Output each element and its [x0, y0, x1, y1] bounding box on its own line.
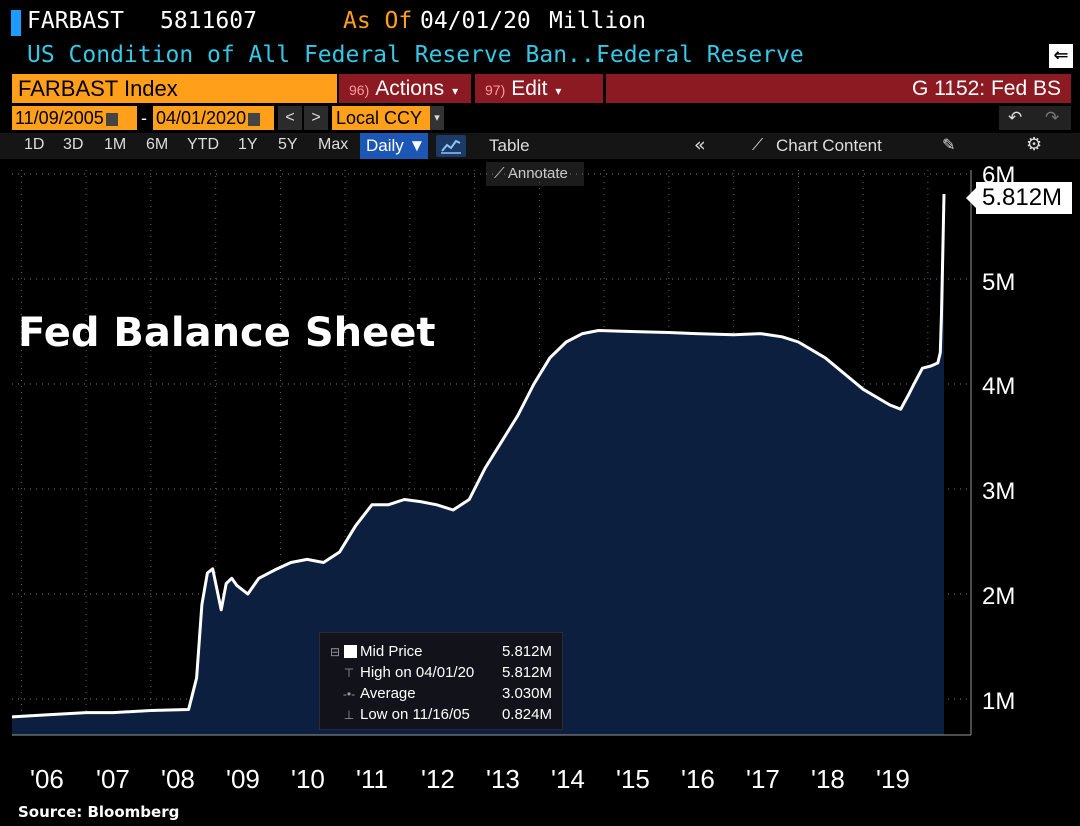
- line-chart-icon[interactable]: [436, 135, 466, 157]
- high-marker-icon: ⊤: [343, 666, 355, 680]
- chevron-down-icon: ▾: [555, 84, 562, 98]
- edit-label: Edit: [511, 77, 548, 100]
- x-tick-10: '10: [291, 764, 325, 794]
- redo-icon[interactable]: ↷: [1045, 108, 1060, 128]
- end-date-value: 04/01/2020: [156, 108, 247, 128]
- period-1d[interactable]: 1D: [24, 136, 45, 153]
- description-row: US Condition of All Federal Reserve Ban.…: [0, 40, 1080, 72]
- chevron-down-icon: ▾: [430, 106, 444, 130]
- range-dash: -: [141, 108, 147, 128]
- legend-mid-label: Mid Price: [360, 643, 423, 660]
- last-value: 5811607: [160, 8, 257, 34]
- y-tick-3m: 3M: [982, 478, 1016, 505]
- last-price-label: 5.812M: [966, 182, 1072, 214]
- undo-icon[interactable]: ↶: [1008, 108, 1023, 128]
- chart-content-button[interactable]: Chart Content: [776, 136, 882, 155]
- low-marker-icon: ⊥: [343, 708, 355, 722]
- legend-low-value: 0.824M: [501, 706, 552, 723]
- start-date-value: 11/09/2005: [15, 108, 104, 128]
- y-tick-2m: 2M: [982, 583, 1016, 610]
- x-tick-14: '14: [551, 764, 585, 794]
- edit-icon[interactable]: ✎: [942, 135, 956, 154]
- series-swatch: [344, 645, 357, 658]
- series-area: [12, 194, 944, 735]
- table-tab[interactable]: Table: [489, 136, 530, 155]
- security-header: FARBAST 5811607 As Of 04/01/20 Million: [0, 4, 1080, 40]
- x-tick-15: '15: [616, 764, 650, 794]
- legend-avg-label: Average: [360, 685, 416, 702]
- calendar-icon[interactable]: [248, 112, 261, 126]
- unit-label: Million: [549, 8, 646, 34]
- y-tick-4m: 4M: [982, 373, 1016, 400]
- undo-redo-group: [999, 106, 1071, 130]
- chart-content-icon: ⟋: [752, 135, 764, 154]
- series-line: [11, 193, 946, 719]
- source-name: Federal Reserve: [596, 42, 804, 68]
- security-marker: [11, 10, 21, 36]
- x-tick-16: '16: [681, 764, 715, 794]
- command-toolbar: FARBAST Index 96) Actions ▾ 97) Edit ▾ G 115…: [0, 74, 1080, 103]
- x-tick-18: '18: [811, 764, 845, 794]
- period-toolbar: 1D 3D 1M 6M YTD 1Y 5Y Max Daily ▼ Table …: [0, 133, 1080, 159]
- next-range-button[interactable]: >: [304, 106, 328, 130]
- legend-row-high: ⊤ High on 04/01/20 5.812M: [328, 664, 556, 684]
- prev-range-button[interactable]: <: [278, 106, 302, 130]
- as-of-date: 04/01/20: [420, 8, 531, 34]
- period-ytd[interactable]: YTD: [187, 136, 219, 153]
- x-tick-19: '19: [876, 764, 910, 794]
- gear-icon[interactable]: ⚙: [1026, 134, 1043, 155]
- legend-high-value: 5.812M: [501, 664, 552, 681]
- actions-number: 96): [349, 82, 370, 98]
- average-marker-icon: -•-: [342, 687, 356, 701]
- security-description: US Condition of All Federal Reserve Ban.…: [27, 42, 609, 68]
- x-tick-08: '08: [161, 764, 195, 794]
- end-date-field[interactable]: 04/01/2020: [153, 106, 274, 130]
- x-tick-07: '07: [96, 764, 130, 794]
- period-1m[interactable]: 1M: [104, 136, 127, 153]
- actions-button[interactable]: 96) Actions ▾: [339, 74, 471, 103]
- calendar-icon[interactable]: [105, 112, 118, 126]
- start-date-field[interactable]: 11/09/2005: [12, 106, 137, 130]
- legend-high-label: High on 04/01/20: [360, 664, 475, 681]
- legend-avg-value: 3.030M: [501, 685, 552, 702]
- chart-title: Fed Balance Sheet: [18, 310, 436, 356]
- annotate-label: Annotate: [507, 165, 568, 182]
- export-icon[interactable]: ⇐: [1049, 44, 1073, 68]
- frequency-select[interactable]: Daily ▼: [360, 133, 428, 159]
- period-5y[interactable]: 5Y: [278, 136, 298, 153]
- legend-low-label: Low on 11/16/05: [360, 706, 470, 723]
- currency-select[interactable]: Local CCY ▾: [332, 106, 444, 130]
- legend-row-low: ⊥ Low on 11/16/05 0.824M: [328, 706, 556, 726]
- edit-button[interactable]: 97) Edit ▾: [473, 74, 603, 103]
- legend-row-mid: ⊟ Mid Price 5.812M: [328, 643, 556, 663]
- index-field[interactable]: FARBAST Index: [12, 74, 337, 103]
- period-3d[interactable]: 3D: [63, 136, 84, 153]
- legend-panel[interactable]: ⊟ Mid Price 5.812M ⊤ High on 04/01/20 5.…: [319, 632, 563, 730]
- period-max[interactable]: Max: [318, 136, 349, 153]
- currency-value: Local CCY: [336, 108, 423, 128]
- y-tick-5m: 5M: [982, 269, 1016, 296]
- date-range-bar: 11/09/2005 - 04/01/2020 < > Local CCY ▾ …: [0, 106, 1080, 130]
- edit-number: 97): [485, 82, 506, 98]
- x-tick-06: '06: [30, 764, 64, 794]
- chart-canvas[interactable]: [0, 160, 1080, 760]
- x-tick-12: '12: [421, 764, 455, 794]
- x-tick-11: '11: [356, 764, 388, 794]
- collapse-square-icon[interactable]: ⊟: [329, 645, 341, 659]
- x-tick-13: '13: [486, 764, 520, 794]
- collapse-icon[interactable]: «: [694, 134, 706, 156]
- chart-name[interactable]: G 1152: Fed BS: [606, 74, 1071, 103]
- ticker[interactable]: FARBAST: [27, 8, 124, 34]
- actions-label: Actions: [375, 77, 445, 100]
- x-tick-09: '09: [226, 764, 260, 794]
- source-note: Source: Bloomberg: [18, 803, 180, 821]
- y-tick-1m: 1M: [982, 688, 1016, 715]
- as-of-label: As Of: [343, 8, 413, 34]
- period-1y[interactable]: 1Y: [238, 136, 258, 153]
- x-tick-17: '17: [746, 764, 780, 794]
- period-6m[interactable]: 6M: [146, 136, 169, 153]
- legend-mid-value: 5.812M: [501, 643, 552, 660]
- legend-row-average: -•- Average 3.030M: [328, 685, 556, 705]
- chevron-down-icon: ▾: [452, 84, 459, 98]
